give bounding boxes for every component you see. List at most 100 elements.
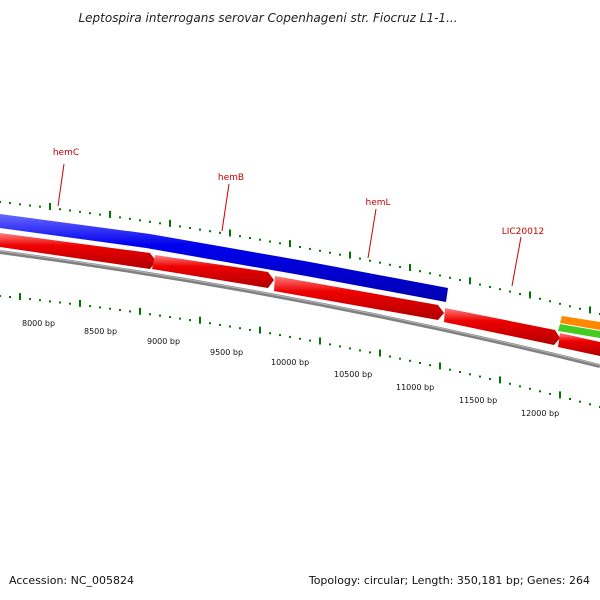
outer-tick: [559, 302, 561, 305]
gene-arc-red-1[interactable]: [0, 233, 156, 269]
gene-arc-red-4[interactable]: [444, 308, 560, 345]
inner-tick: [439, 362, 441, 370]
gene-arc-red-3[interactable]: [274, 276, 444, 320]
inner-tick: [239, 327, 241, 330]
outer-tick: [69, 209, 71, 212]
gene-label-LIC20012[interactable]: LIC20012: [502, 227, 545, 237]
gene-arc-orange[interactable]: [560, 316, 600, 330]
backbone-circle: [0, 250, 600, 368]
inner-tick: [469, 373, 471, 376]
outer-tick: [189, 226, 191, 229]
outer-tick: [19, 203, 21, 206]
outer-tick: [0, 201, 1, 203]
outer-tick: [509, 290, 511, 293]
inner-tick-ring: [0, 293, 600, 408]
inner-tick: [29, 298, 31, 301]
outer-tick: [419, 270, 421, 273]
summary-text: Topology: circular; Length: 350,181 bp; …: [308, 574, 590, 587]
outer-tick: [469, 277, 471, 285]
outer-tick: [149, 220, 151, 223]
backbone-highlight: [0, 250, 600, 366]
inner-tick: [299, 337, 301, 340]
inner-tick: [419, 362, 421, 364]
outer-tick: [169, 219, 171, 227]
inner-tick: [379, 349, 381, 357]
gene-label-hemB[interactable]: hemB: [218, 173, 244, 183]
outer-tick: [369, 259, 371, 262]
inner-tick: [579, 400, 581, 403]
gene-label-hemC[interactable]: hemC: [53, 148, 79, 158]
gene-arc-hemC-hemL[interactable]: [0, 214, 448, 302]
outer-tick: [449, 276, 451, 279]
outer-tick: [429, 272, 431, 275]
gene-label-hemL[interactable]: hemL: [365, 198, 390, 208]
leader-line-hemB: [221, 183, 230, 232]
inner-tick: [399, 357, 401, 360]
outer-tick: [109, 210, 111, 218]
outer-tick: [79, 210, 81, 213]
outer-tick: [39, 205, 41, 208]
leader-line-hemC: [57, 163, 65, 207]
outer-tick: [389, 263, 391, 266]
inner-tick: [49, 300, 51, 303]
inner-tick: [39, 299, 41, 302]
outer-tick: [9, 202, 11, 205]
inner-tick: [249, 328, 251, 331]
scale-label: 8500 bp: [84, 327, 117, 336]
outer-tick: [439, 274, 441, 277]
outer-tick: [269, 240, 271, 243]
outer-tick: [499, 288, 501, 291]
scale-label: 9000 bp: [147, 337, 180, 346]
inner-tick: [139, 307, 141, 315]
inner-tick: [219, 323, 221, 326]
inner-tick: [329, 343, 331, 346]
accession-text: Accession: NC_005824: [9, 574, 135, 587]
inner-tick: [269, 332, 271, 335]
outer-tick: [349, 251, 351, 259]
outer-tick: [569, 305, 571, 308]
gene-arc-green[interactable]: [558, 324, 600, 338]
gene-arc-red-2[interactable]: [152, 255, 274, 288]
outer-tick: [519, 293, 521, 295]
inner-tick: [89, 305, 91, 308]
inner-tick: [529, 387, 531, 390]
inner-tick: [109, 307, 111, 310]
inner-tick: [209, 322, 211, 325]
outer-tick: [299, 246, 301, 248]
gene-arc-red-5[interactable]: [558, 333, 600, 356]
outer-tick: [219, 231, 221, 234]
outer-tick: [249, 237, 251, 239]
outer-tick: [29, 204, 31, 207]
outer-tick: [239, 235, 241, 238]
inner-tick: [519, 385, 521, 388]
scale-label: 11000 bp: [396, 383, 434, 392]
leader-line-LIC20012: [511, 236, 522, 287]
inner-tick: [0, 295, 1, 297]
inner-tick: [169, 316, 171, 319]
inner-tick: [149, 313, 151, 316]
inner-tick: [569, 398, 571, 400]
reverse-strand-genes: [0, 233, 600, 356]
inner-tick: [199, 316, 201, 324]
scale-label: 11500 bp: [459, 396, 497, 405]
inner-tick: [389, 355, 391, 358]
outer-tick: [459, 279, 461, 281]
inner-tick: [159, 314, 161, 317]
inner-tick: [19, 293, 21, 301]
inner-tick: [79, 299, 81, 307]
outer-tick: [339, 253, 341, 256]
outer-tick: [99, 213, 101, 216]
inner-tick: [289, 335, 291, 338]
inner-tick: [9, 296, 11, 298]
inner-tick: [189, 319, 191, 322]
inner-tick: [279, 334, 281, 337]
scale-label: 9500 bp: [210, 348, 243, 357]
outer-tick: [359, 257, 361, 260]
inner-tick: [339, 345, 341, 348]
outer-tick: [119, 216, 121, 219]
inner-tick: [409, 359, 411, 362]
leader-line-hemL: [367, 208, 377, 259]
inner-tick: [259, 326, 261, 334]
inner-tick: [489, 378, 491, 380]
